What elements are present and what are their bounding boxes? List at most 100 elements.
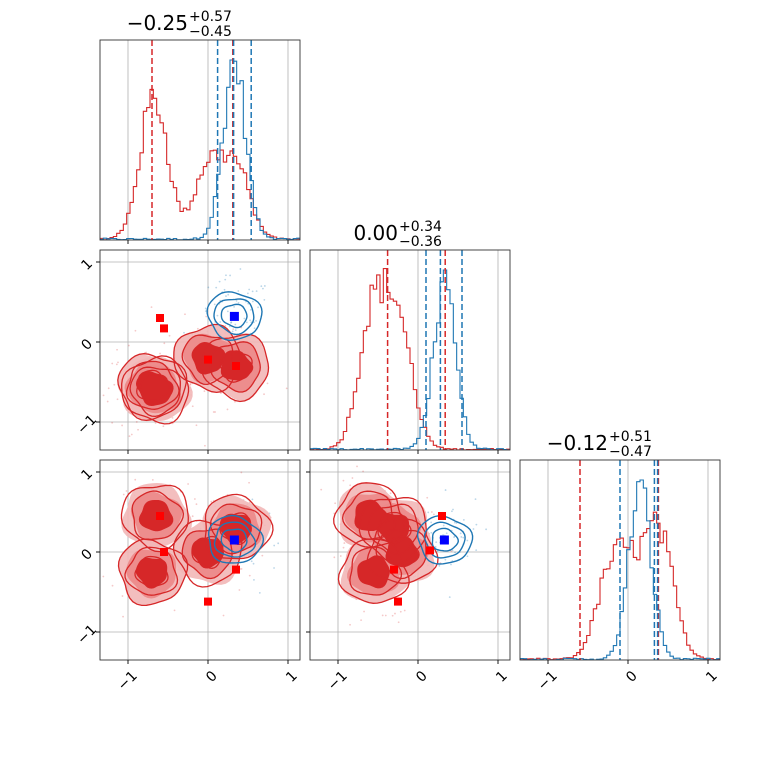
blue-sample-point bbox=[472, 528, 475, 530]
blue-histogram-1 bbox=[310, 269, 510, 450]
red-sample-point bbox=[212, 411, 215, 413]
blue-sample-point bbox=[445, 532, 448, 535]
red-sample-point bbox=[263, 393, 265, 396]
x-tick-label: 1 bbox=[703, 668, 721, 686]
blue-contour bbox=[207, 514, 265, 564]
red-marker bbox=[160, 324, 168, 333]
blue-sample-point bbox=[252, 562, 255, 565]
blue-contour bbox=[213, 298, 255, 336]
red-sample-point bbox=[356, 465, 358, 468]
red-sample-point bbox=[339, 555, 342, 557]
blue-sample-point bbox=[263, 285, 266, 287]
red-sample-point bbox=[195, 424, 198, 427]
red-density-fill-2 bbox=[191, 537, 224, 569]
red-sample-point bbox=[430, 511, 433, 513]
x-tick-label: 0 bbox=[413, 668, 431, 686]
blue-sample-point bbox=[215, 286, 218, 289]
blue-sample-point bbox=[229, 274, 231, 277]
blue-sample-point bbox=[227, 293, 230, 296]
y-tick-label: 1 bbox=[78, 466, 96, 484]
red-sample-point bbox=[285, 387, 288, 390]
blue-sample-point bbox=[475, 523, 478, 526]
blue-sample-point bbox=[257, 306, 259, 309]
red-sample-point bbox=[391, 614, 394, 617]
red-sample-point bbox=[266, 382, 269, 385]
blue-sample-point bbox=[451, 510, 453, 513]
red-sample-point bbox=[154, 422, 157, 424]
red-sample-point bbox=[135, 455, 137, 457]
blue-sample-point bbox=[454, 551, 456, 554]
red-sample-point bbox=[162, 425, 165, 428]
red-sample-point bbox=[107, 387, 110, 390]
title-2-lower: −0.47 bbox=[609, 444, 652, 460]
blue-sample-point bbox=[453, 521, 456, 524]
blue-sample-point bbox=[204, 310, 207, 312]
panel-hist-0 bbox=[100, 40, 300, 240]
red-density-fill-2 bbox=[357, 555, 390, 588]
red-contour bbox=[375, 529, 427, 580]
blue-sample-point bbox=[249, 308, 252, 311]
panel-frame bbox=[99, 459, 301, 661]
red-marker bbox=[232, 565, 240, 574]
red-contour bbox=[354, 499, 388, 532]
red-sample-point bbox=[196, 327, 199, 330]
red-sample-point bbox=[116, 398, 119, 401]
blue-sample-point bbox=[273, 544, 276, 547]
red-sample-point bbox=[432, 513, 435, 516]
title-0-upper: +0.57 bbox=[189, 9, 232, 25]
red-sample-point bbox=[234, 400, 236, 403]
blue-sample-point bbox=[255, 319, 257, 322]
x-tick-label: 1 bbox=[283, 668, 301, 686]
red-sample-point bbox=[135, 421, 138, 423]
x-tick-label: 0 bbox=[203, 668, 221, 686]
panel-frames bbox=[96, 39, 721, 664]
blue-sample-point bbox=[251, 290, 254, 293]
blue-sample-point bbox=[459, 532, 462, 535]
x-tick-label: 0 bbox=[623, 668, 641, 686]
red-sample-point bbox=[168, 334, 171, 337]
title-param-1: 0.00 +0.34 −0.36 bbox=[353, 219, 442, 250]
blue-marker bbox=[229, 311, 239, 321]
blue-sample-point bbox=[234, 323, 237, 326]
blue-sample-point bbox=[245, 321, 248, 324]
red-sample-point bbox=[397, 621, 400, 624]
x-tick-label: −1 bbox=[325, 668, 351, 694]
blue-sample-point bbox=[218, 280, 221, 283]
blue-sample-point bbox=[228, 325, 231, 328]
blue-contour bbox=[431, 527, 460, 552]
red-contour bbox=[358, 496, 427, 565]
blue-sample-point bbox=[262, 287, 264, 290]
blue-sample-point bbox=[255, 290, 258, 293]
red-contour bbox=[121, 355, 190, 425]
blue-sample-point bbox=[213, 303, 216, 306]
red-sample-point bbox=[214, 411, 216, 413]
red-contour bbox=[191, 535, 224, 569]
blue-sample-point bbox=[239, 268, 242, 270]
red-contour bbox=[349, 546, 403, 596]
blue-sample-point bbox=[462, 518, 465, 521]
panel-frame bbox=[519, 459, 721, 661]
red-contour bbox=[117, 538, 189, 607]
red-sample-point bbox=[130, 433, 133, 436]
blue-sample-point bbox=[246, 292, 249, 295]
red-contour bbox=[136, 369, 170, 402]
red-marker bbox=[232, 362, 240, 370]
blue-sample-point bbox=[243, 317, 246, 320]
red-marker bbox=[394, 597, 402, 606]
blue-contour bbox=[423, 521, 466, 559]
red-sample-point bbox=[360, 619, 363, 622]
blue-sample-point bbox=[430, 521, 433, 524]
red-histogram-1 bbox=[310, 268, 510, 450]
blue-sample-point bbox=[252, 300, 254, 303]
panel-2d-1-0 bbox=[100, 250, 300, 450]
red-contour bbox=[337, 538, 410, 604]
blue-contour bbox=[206, 291, 263, 342]
red-sample-point bbox=[193, 498, 196, 500]
red-sample-point bbox=[189, 383, 192, 386]
red-contour bbox=[366, 518, 439, 584]
blue-sample-point bbox=[251, 498, 254, 501]
red-sample-point bbox=[111, 584, 114, 587]
blue-sample-point bbox=[462, 536, 465, 539]
blue-sample-point bbox=[223, 288, 226, 291]
blue-sample-point bbox=[234, 329, 237, 332]
